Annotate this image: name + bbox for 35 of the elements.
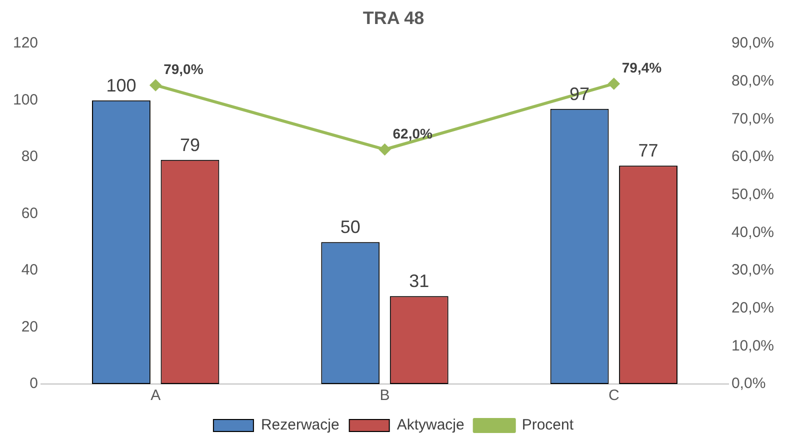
legend-label: Rezerwacje	[260, 416, 340, 434]
legend-label: Procent	[522, 416, 574, 434]
data-label: 31	[409, 271, 430, 292]
y-tick-label: 120	[12, 34, 38, 52]
x-tick-label: C	[608, 387, 620, 404]
y2-tick-label: 20,0%	[731, 299, 774, 316]
y-tick-label: 100	[12, 91, 38, 108]
y-tick-label: 40	[21, 262, 38, 279]
y-tick-label: 20	[21, 318, 38, 336]
legend-label: Aktywacje	[396, 416, 464, 434]
y2-tick-label: 0,0%	[731, 375, 766, 392]
point	[150, 80, 162, 91]
y-tick-label: 0	[30, 375, 38, 392]
data-label: 100	[106, 75, 136, 96]
y2-tick-label: 90,0%	[731, 34, 774, 52]
y2-tick-label: 40,0%	[731, 224, 774, 241]
y2-tick-label: 10,0%	[731, 337, 774, 354]
y2-tick-label: 50,0%	[731, 186, 774, 204]
x-tick-label: B	[380, 387, 390, 404]
y2-tick-label: 60,0%	[731, 148, 774, 166]
y2-tick-label: 30,0%	[731, 262, 774, 279]
data-label: 62,0%	[392, 125, 433, 142]
data-label: 79	[180, 134, 200, 155]
point	[379, 144, 390, 155]
y-tick-label: 60	[21, 204, 38, 222]
y2-tick-label: 70,0%	[731, 110, 774, 128]
y-tick-label: 80	[21, 148, 38, 166]
chart-title: TRA 48	[362, 8, 424, 28]
point	[608, 78, 620, 90]
y2-tick-label: 80,0%	[731, 72, 774, 90]
data-label: 50	[340, 217, 360, 238]
data-label: 77	[638, 140, 658, 161]
data-label: 79,4%	[622, 60, 662, 76]
x-tick-label: A	[150, 387, 161, 404]
data-label: 79,0%	[164, 61, 204, 78]
